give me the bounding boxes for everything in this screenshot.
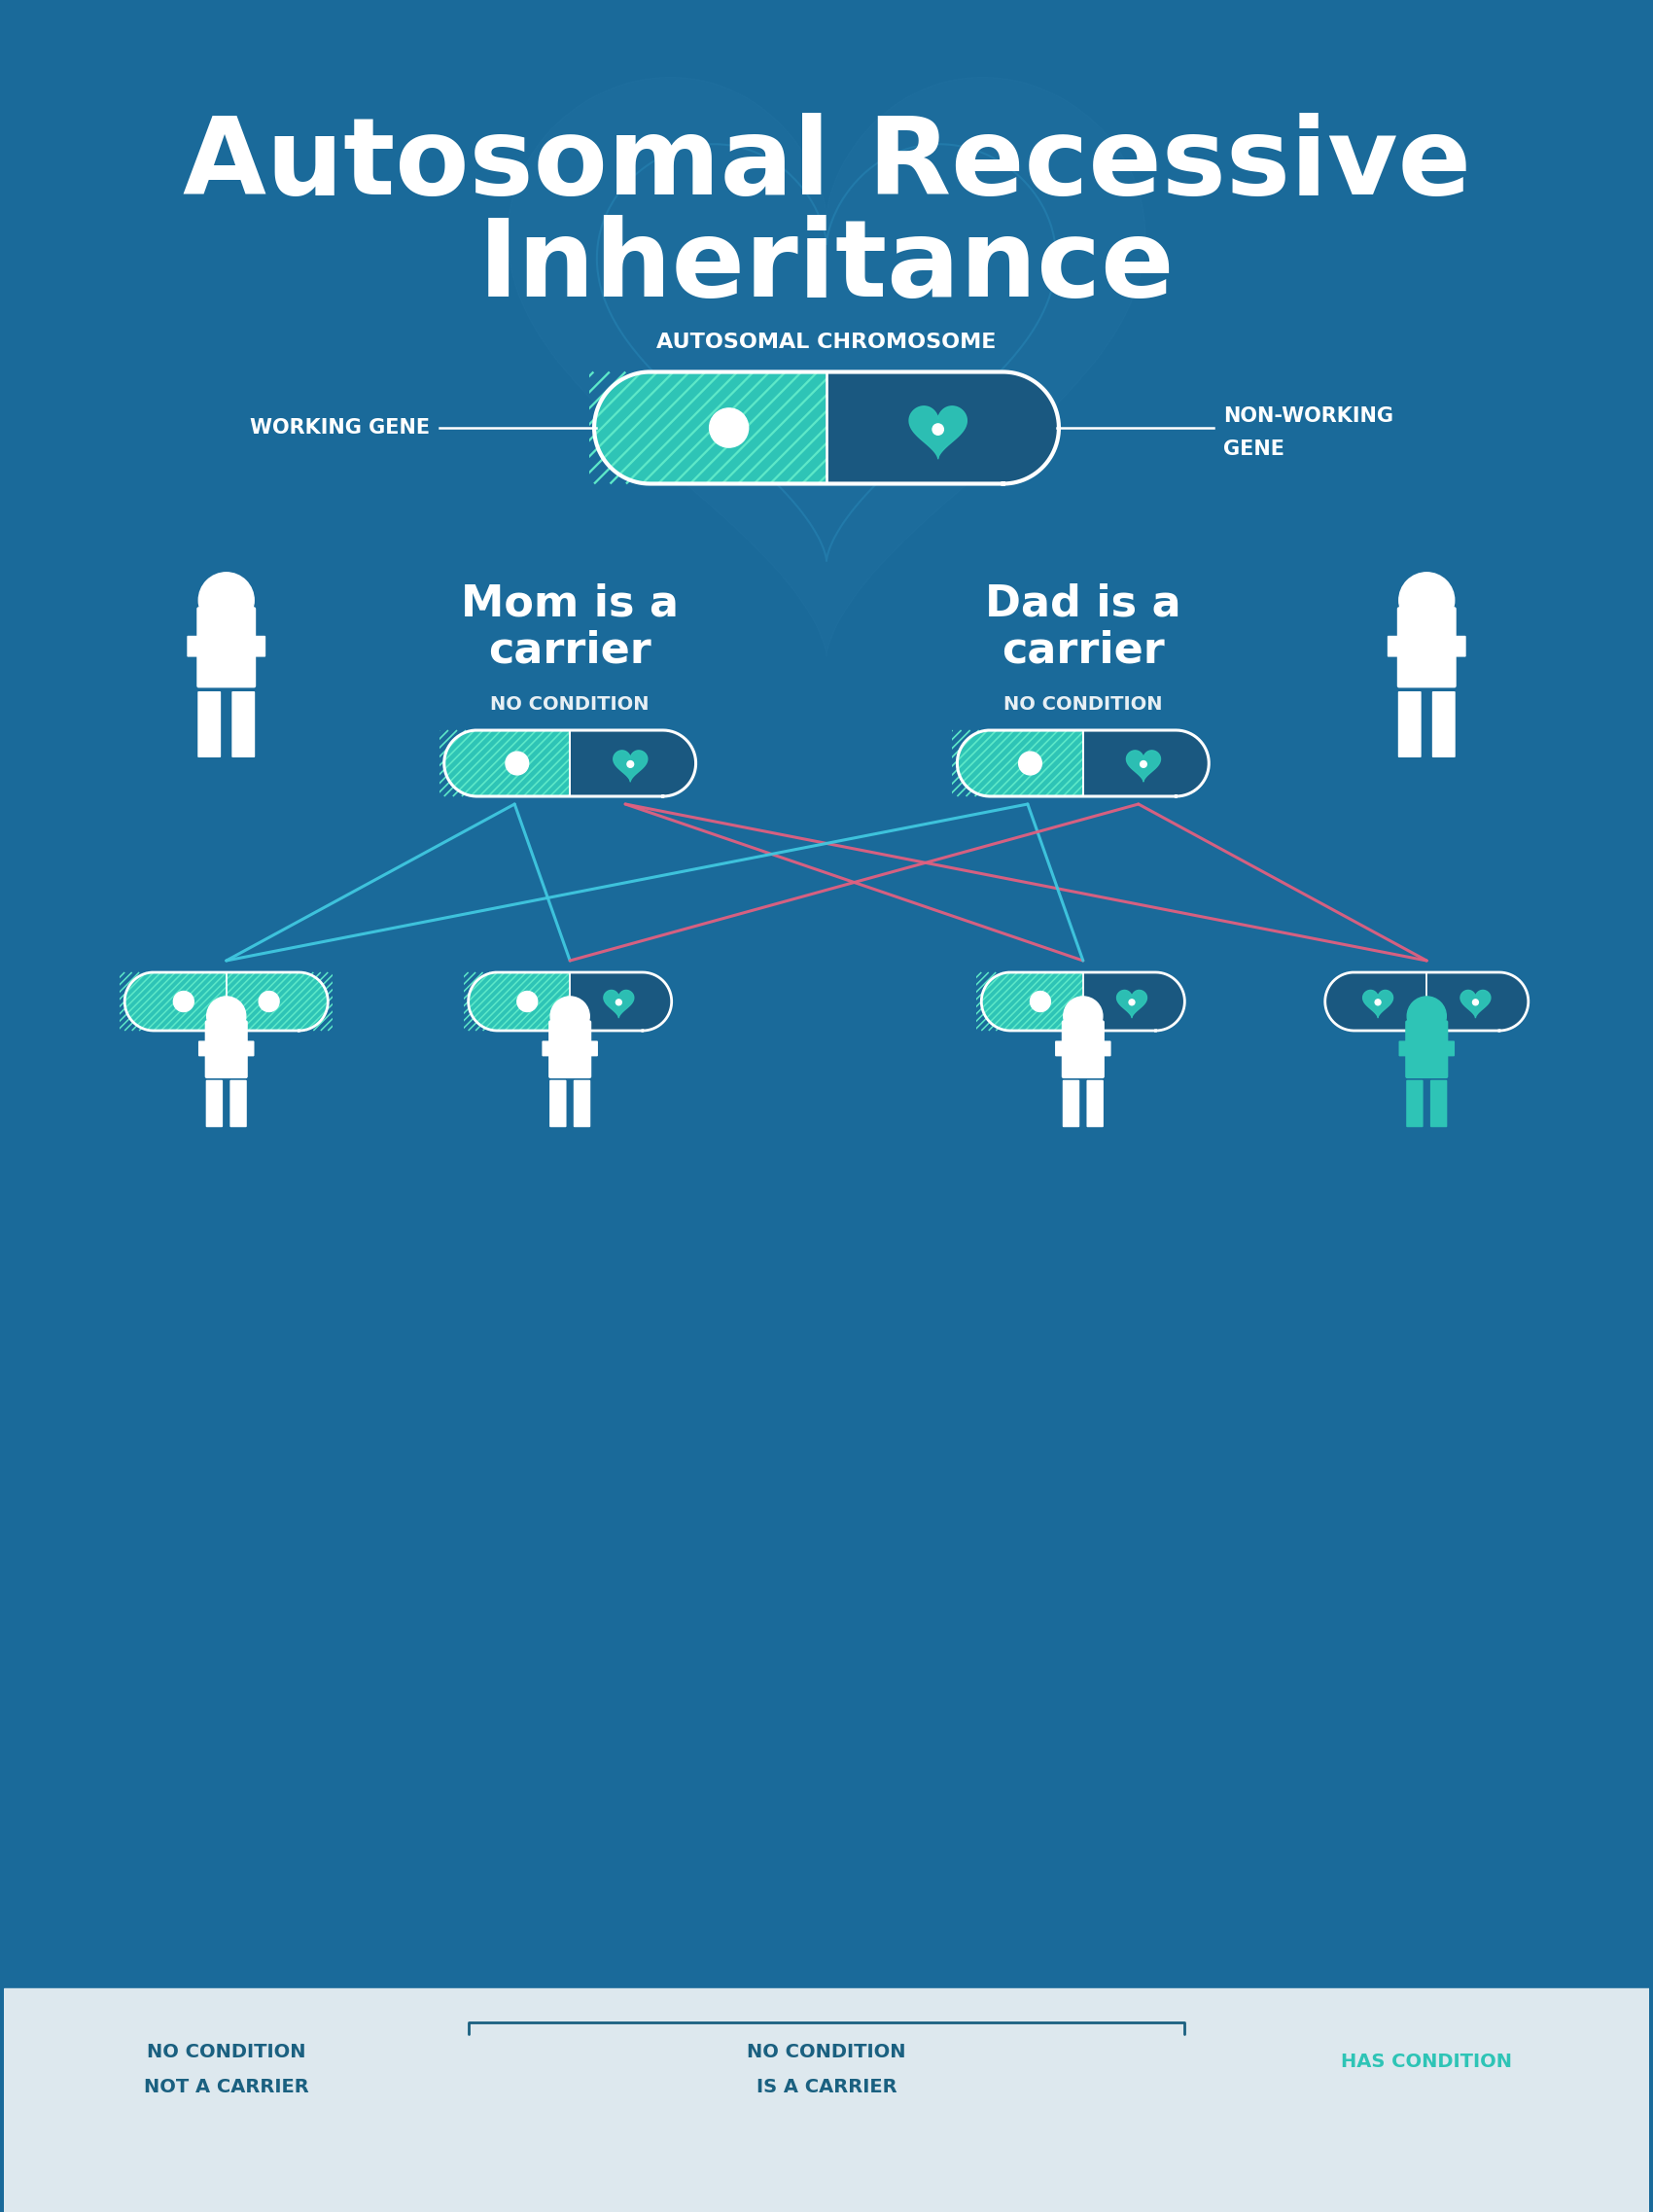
FancyBboxPatch shape [1405,1020,1448,1079]
Polygon shape [468,973,570,1031]
Polygon shape [1083,730,1208,796]
Circle shape [174,991,193,1011]
Text: NOT A CARRIER: NOT A CARRIER [144,2079,309,2097]
Polygon shape [445,730,570,796]
FancyBboxPatch shape [1063,1079,1079,1128]
Polygon shape [613,750,648,781]
FancyBboxPatch shape [1407,1079,1423,1128]
Circle shape [1473,1000,1478,1004]
Polygon shape [1461,991,1491,1018]
Circle shape [506,752,529,774]
FancyBboxPatch shape [1061,1020,1104,1079]
FancyBboxPatch shape [187,635,266,657]
Polygon shape [507,77,1146,657]
FancyBboxPatch shape [197,606,256,688]
Circle shape [1375,1000,1380,1004]
Text: NON-WORKING: NON-WORKING [1223,407,1393,427]
Circle shape [207,998,246,1035]
FancyBboxPatch shape [198,692,222,757]
Polygon shape [1427,973,1529,1031]
Polygon shape [1362,991,1393,1018]
FancyBboxPatch shape [1431,692,1455,757]
Text: Inheritance: Inheritance [478,215,1175,319]
FancyBboxPatch shape [198,1042,255,1057]
Circle shape [198,573,255,628]
Circle shape [1030,991,1051,1011]
FancyBboxPatch shape [1398,1042,1455,1057]
FancyBboxPatch shape [574,1079,590,1128]
Polygon shape [570,730,696,796]
Text: Autosomal Recessive: Autosomal Recessive [182,113,1471,217]
Polygon shape [909,407,967,458]
Circle shape [517,991,537,1011]
FancyBboxPatch shape [205,1020,248,1079]
Polygon shape [1083,973,1185,1031]
Polygon shape [1126,750,1160,781]
Circle shape [709,409,749,447]
Circle shape [1129,1000,1134,1004]
Text: Dad is a
carrier: Dad is a carrier [985,582,1180,672]
Circle shape [1018,752,1041,774]
Text: NO CONDITION: NO CONDITION [747,2042,906,2062]
Circle shape [1407,998,1446,1035]
Circle shape [1141,761,1147,768]
Circle shape [932,425,944,436]
Circle shape [260,991,279,1011]
Text: WORKING GENE: WORKING GENE [250,418,430,438]
FancyBboxPatch shape [1430,1079,1446,1128]
Circle shape [1063,998,1103,1035]
FancyBboxPatch shape [1055,1042,1111,1057]
Text: NO CONDITION: NO CONDITION [491,697,650,714]
FancyBboxPatch shape [230,1079,246,1128]
Polygon shape [124,973,226,1031]
Circle shape [617,1000,622,1004]
Polygon shape [593,372,826,484]
FancyBboxPatch shape [231,692,255,757]
Polygon shape [570,973,671,1031]
FancyBboxPatch shape [549,1020,592,1079]
Polygon shape [826,372,1060,484]
Polygon shape [957,730,1083,796]
FancyBboxPatch shape [1387,635,1466,657]
FancyBboxPatch shape [1398,692,1422,757]
FancyBboxPatch shape [549,1079,567,1128]
Text: IS A CARRIER: IS A CARRIER [755,2079,898,2097]
FancyBboxPatch shape [1086,1079,1104,1128]
Polygon shape [603,991,633,1018]
FancyBboxPatch shape [207,1079,223,1128]
FancyBboxPatch shape [542,1042,598,1057]
Polygon shape [982,973,1083,1031]
Circle shape [1398,573,1455,628]
Text: HAS CONDITION: HAS CONDITION [1341,2053,1512,2070]
Circle shape [626,761,633,768]
Polygon shape [226,973,327,1031]
FancyBboxPatch shape [1397,606,1456,688]
Text: Mom is a
carrier: Mom is a carrier [461,582,679,672]
Text: GENE: GENE [1223,440,1284,458]
Circle shape [550,998,590,1035]
Text: AUTOSOMAL CHROMOSOME: AUTOSOMAL CHROMOSOME [656,334,997,352]
Polygon shape [1117,991,1147,1018]
Polygon shape [1326,973,1427,1031]
Text: NO CONDITION: NO CONDITION [1003,697,1162,714]
Bar [3,1989,1650,2212]
Text: NO CONDITION: NO CONDITION [147,2042,306,2062]
